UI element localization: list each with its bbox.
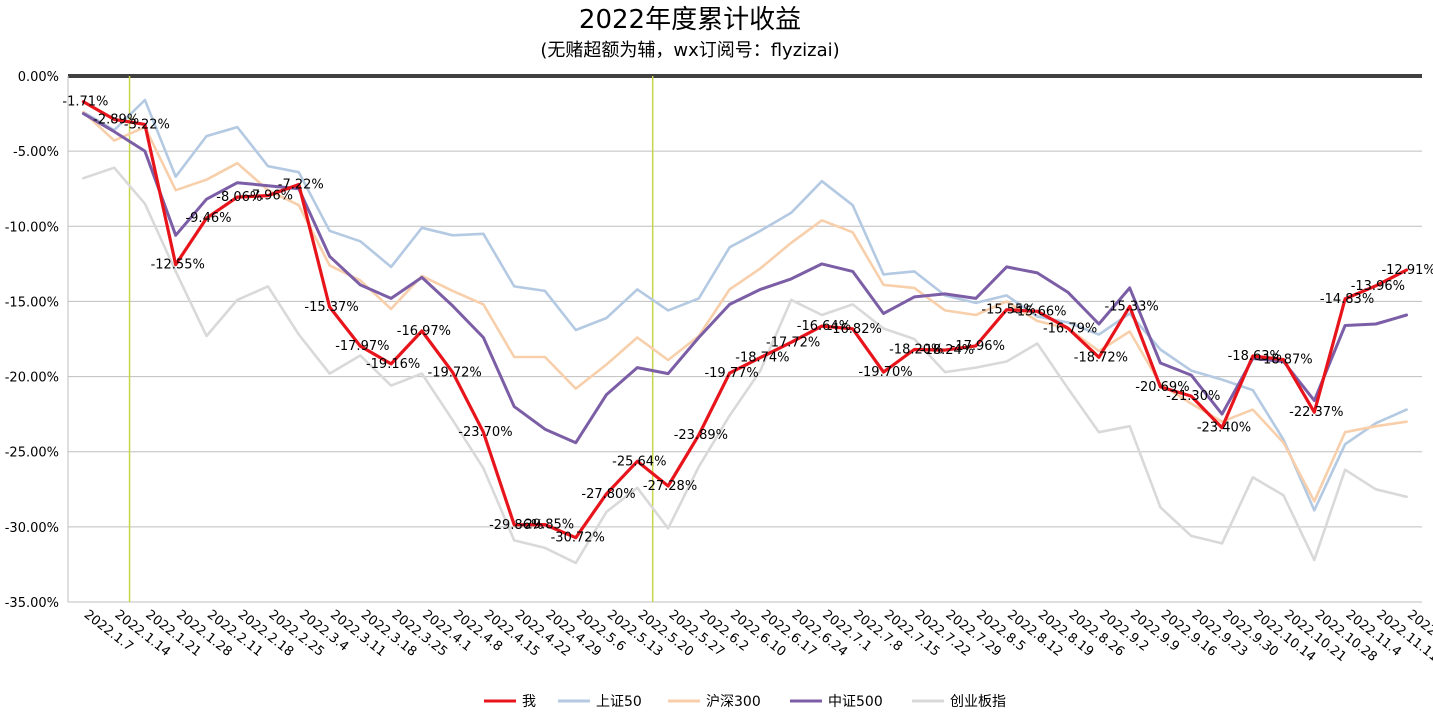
data-label: -19.77% [704,366,758,381]
series-line-0 [81,100,1409,540]
marker-vertical-lines [128,76,654,602]
data-label: -18.87% [1258,353,1312,368]
data-label: -18.20% [889,343,943,358]
data-label: -29.86% [489,518,543,533]
data-label: -3.22% [124,117,170,132]
data-label: -21.30% [1166,389,1220,404]
data-label: -23.40% [1197,421,1251,436]
y-tick-label: -25.00% [5,446,59,461]
data-label: -23.89% [674,428,728,443]
legend-label: 创业板指 [950,694,1006,710]
series-line-2 [82,110,1408,503]
y-tick-label: -10.00% [5,220,59,235]
data-label: -20.69% [1135,380,1189,395]
chart-subtitle: (无赌超额为辅，wx订阅号：flyzizai) [540,40,839,61]
y-tick-label: -20.00% [5,371,59,386]
data-label: -30.72% [551,531,605,546]
data-label: -18.72% [1074,350,1128,365]
data-label: -7.96% [247,189,293,204]
data-label: -17.97% [335,339,389,354]
y-tick-label: -5.00% [13,145,59,160]
data-label: -22.37% [1289,405,1343,420]
data-label: -1.71% [62,95,108,110]
data-label: -12.55% [151,258,205,273]
y-tick-label: -15.00% [5,295,59,310]
data-label: -16.82% [828,322,882,337]
data-label: -15.55% [981,303,1035,318]
data-label: -19.72% [428,365,482,380]
data-label: -25.64% [612,454,666,469]
chart-title: 2022年度累计收益 [579,5,801,35]
data-label: -15.37% [304,300,358,315]
data-label: -18.24% [920,343,974,358]
legend-label: 中证500 [828,694,883,710]
data-label: -12.91% [1381,263,1433,278]
data-label: -27.28% [643,479,697,494]
series-line-1 [82,98,1408,512]
data-label: -13.96% [1351,279,1405,294]
legend-label: 沪深300 [706,694,761,710]
data-label: -15.66% [1012,304,1066,319]
data-label: -16.79% [1043,321,1097,336]
legend-label: 我 [522,694,536,710]
data-label: -27.80% [581,487,635,502]
data-label: -7.22% [278,178,324,193]
series-line-4 [82,166,1408,565]
legend-label: 上证50 [596,694,642,710]
data-label: -9.46% [185,211,231,226]
x-axis: 2022.1.72022.1.142022.1.212022.1.282022.… [81,607,1433,665]
y-tick-label: 0.00% [18,70,59,85]
data-label: -18.63% [1228,349,1282,364]
data-label: -29.85% [520,518,574,533]
data-label: -19.70% [858,365,912,380]
data-label: -17.72% [766,335,820,350]
series-lines [81,98,1409,565]
legend: 我 上证50 沪深300 中证500 创业板指 [484,694,1006,710]
data-label: -16.64% [797,319,851,334]
data-label: -23.70% [458,425,512,440]
data-label: -16.97% [397,324,451,339]
data-label: -19.16% [366,357,420,372]
data-label: -14.83% [1320,292,1374,307]
gridlines [68,74,1422,603]
data-labels: -1.71%-2.89%-3.22%-12.55%-9.46%-8.06%-7.… [62,95,1433,546]
data-label: -18.74% [735,351,789,366]
y-axis: 0.00% -5.00% -10.00% -15.00% -20.00% -25.00% -… [5,70,69,611]
y-tick-label: -30.00% [5,521,59,536]
data-label: -17.96% [951,339,1005,354]
data-label: -8.06% [216,190,262,205]
data-label: -2.89% [93,112,139,127]
data-label: -15.33% [1105,299,1159,314]
y-tick-label: -35.00% [5,596,59,611]
